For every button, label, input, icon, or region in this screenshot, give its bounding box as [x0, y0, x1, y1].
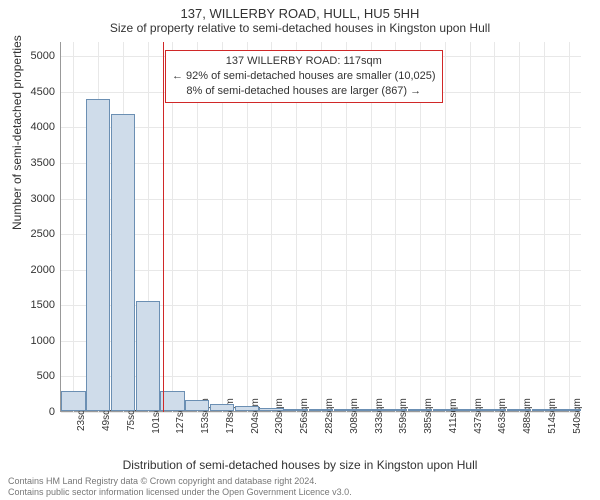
xtick-label: 204sqm: [250, 398, 261, 434]
xtick-label: 359sqm: [398, 398, 409, 434]
footer-attribution: Contains HM Land Registry data © Crown c…: [8, 476, 352, 498]
gridline: [73, 42, 74, 412]
gridline: [470, 42, 471, 412]
plot-area: 0500100015002000250030003500400045005000…: [60, 42, 580, 412]
xtick-label: 333sqm: [374, 398, 385, 434]
ytick-label: 2500: [15, 228, 55, 240]
ytick-label: 3500: [15, 157, 55, 169]
xtick-label: 437sqm: [473, 398, 484, 434]
gridline: [494, 42, 495, 412]
callout-line: ← 92% of semi-detached houses are smalle…: [172, 69, 436, 84]
histogram-bar: [235, 406, 259, 411]
chart-title: 137, WILLERBY ROAD, HULL, HU5 5HH: [0, 0, 600, 21]
histogram-bar: [408, 409, 432, 411]
xtick-label: 540sqm: [572, 398, 583, 434]
histogram-bar: [86, 99, 110, 411]
xtick-label: 411sqm: [448, 399, 459, 434]
histogram-bar: [507, 409, 531, 411]
ytick-label: 4500: [15, 86, 55, 98]
histogram-bar: [482, 409, 506, 411]
ytick-label: 0: [15, 406, 55, 418]
chart-area: 0500100015002000250030003500400045005000…: [60, 42, 580, 412]
ytick-label: 4000: [15, 121, 55, 133]
histogram-bar: [284, 409, 308, 411]
histogram-bar: [259, 408, 283, 411]
gridline: [519, 42, 520, 412]
histogram-bar: [532, 409, 556, 411]
callout-line: 137 WILLERBY ROAD: 117sqm: [172, 54, 436, 69]
ytick-label: 5000: [15, 50, 55, 62]
ytick-label: 2000: [15, 264, 55, 276]
histogram-bar: [309, 409, 333, 411]
gridline: [445, 42, 446, 412]
x-axis-label: Distribution of semi-detached houses by …: [0, 458, 600, 472]
xtick-label: 488sqm: [522, 398, 533, 434]
xtick-label: 282sqm: [324, 398, 335, 434]
xtick-label: 514sqm: [547, 398, 558, 434]
xtick-label: 230sqm: [274, 398, 285, 434]
callout-box: 137 WILLERBY ROAD: 117sqm← 92% of semi-d…: [165, 50, 443, 103]
histogram-bar: [136, 301, 160, 411]
chart-subtitle: Size of property relative to semi-detach…: [0, 21, 600, 39]
histogram-bar: [111, 114, 135, 411]
ytick-label: 3000: [15, 193, 55, 205]
footer-line: Contains public sector information licen…: [8, 487, 352, 498]
histogram-bar: [185, 400, 209, 411]
callout-line: 8% of semi-detached houses are larger (8…: [172, 84, 436, 99]
xtick-label: 463sqm: [497, 398, 508, 434]
histogram-bar: [358, 409, 382, 411]
histogram-bar: [383, 409, 407, 411]
xtick-label: 308sqm: [349, 398, 360, 434]
ytick-label: 1500: [15, 299, 55, 311]
histogram-bar: [334, 409, 358, 411]
gridline: [569, 42, 570, 412]
xtick-label: 385sqm: [423, 398, 434, 434]
histogram-bar: [433, 409, 457, 411]
footer-line: Contains HM Land Registry data © Crown c…: [8, 476, 352, 487]
gridline: [544, 42, 545, 412]
histogram-bar: [210, 404, 234, 411]
histogram-bar: [61, 391, 85, 411]
ytick-label: 500: [15, 370, 55, 382]
xtick-label: 256sqm: [299, 398, 310, 434]
histogram-bar: [457, 409, 481, 411]
histogram-bar: [556, 409, 580, 411]
ytick-label: 1000: [15, 335, 55, 347]
